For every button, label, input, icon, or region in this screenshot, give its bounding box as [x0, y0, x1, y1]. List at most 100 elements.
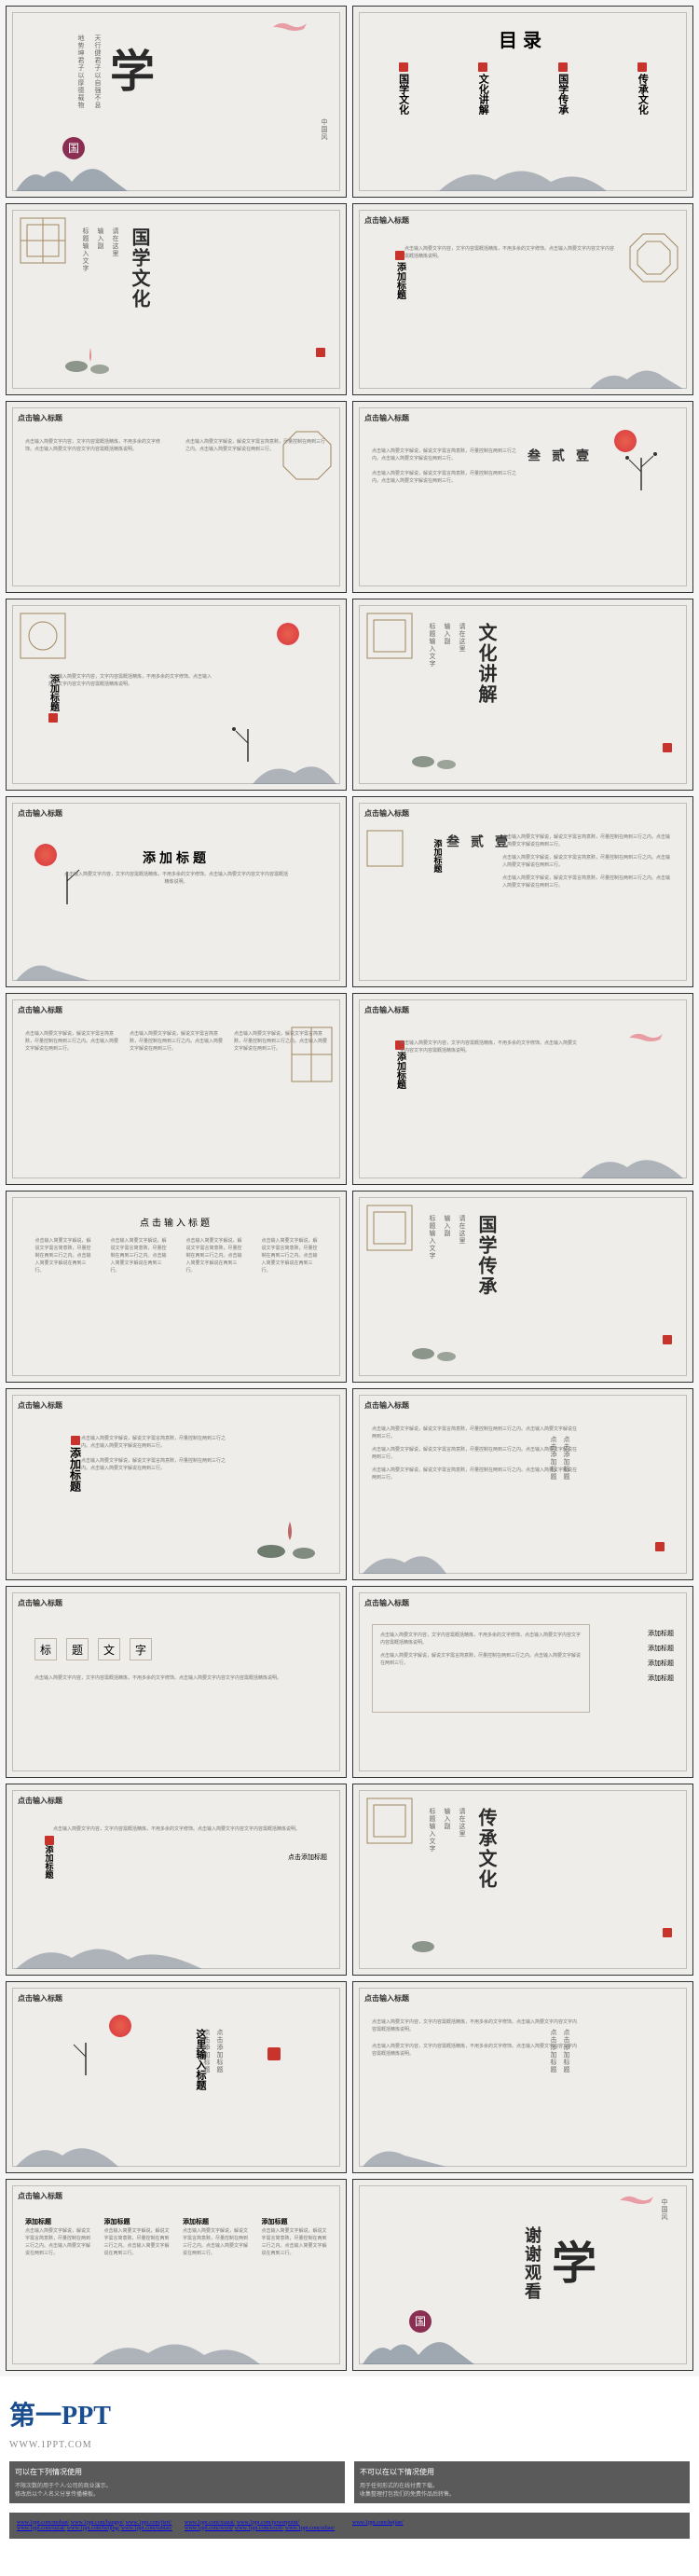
body-text: 点击输入简要文字解说，解说文字需言简意赅，尽量控制在两到三行之内。点击输入简要文…: [81, 1436, 234, 1451]
char-box: 题: [66, 1638, 89, 1660]
lattice-icon: [366, 1205, 413, 1251]
num: 贰: [547, 448, 566, 461]
section-sub: 输入副: [443, 1808, 452, 1830]
seal-icon: [663, 1928, 672, 1937]
slide-header: 点击输入标题: [364, 1400, 681, 1411]
crane-icon: [627, 1026, 665, 1050]
mountain-icon: [16, 944, 90, 981]
slide-content: 点击输入标题 添加标题 点击输入简要文字内容，文字内容需概括精炼，不用多余的文字…: [352, 203, 693, 395]
slide-header: 点击输入标题: [18, 1993, 335, 2004]
footer-url: WWW.1PPT.COM: [9, 2440, 690, 2450]
slide-content: 点击输入标题 点击输入简要文字内容，文字内容需概括精炼，不用多余的文字修饰。点击…: [352, 1586, 693, 1778]
lattice-icon: [291, 1026, 333, 1082]
lattice-icon: [20, 217, 66, 264]
seal-icon: [637, 62, 647, 72]
slide-content: 点击输入标题 添加标题 叁 贰 壹 点击输入简要文字解说，解说文字需言简意赅，尽…: [352, 796, 693, 988]
slide-content: 点击输入标题 添加标题点击输入简要文字解说，解说文字需言简意赅，尽量控制在两到三…: [6, 2179, 347, 2371]
lattice-icon: [20, 613, 66, 659]
mountain-icon: [253, 747, 336, 784]
seal-icon: [395, 251, 404, 260]
slide-content: 点击输入标题 标 题 文 字 点击输入简要文字内容，文字内容需概括精炼，不用多余…: [6, 1586, 347, 1778]
body-text: 点击输入简要文字内容，文字内容需概括精炼，不用多余的文字修饰。点击输入简要文字内…: [380, 1632, 582, 1647]
footer: 第一PPT WWW.1PPT.COM 可以在下列情况使用 不限次数的用于个人/公…: [0, 2376, 699, 2576]
slide-grid: 地势坤君子以厚德载物 天行健君子以自强不息 学 中国风 国 目录 国学文化 文化…: [0, 0, 699, 2376]
slide-content: 点击输入标题 添加标题 点击输入简要文字内容，文字内容需概括精炼，不用多余的文字…: [6, 1784, 347, 1976]
tree-icon: [62, 2033, 109, 2075]
footer-link[interactable]: www.1ppt.com/tubiao/: [121, 2526, 172, 2531]
section-sub: 请在这里: [458, 1808, 467, 1838]
body-text: 点击输入简要文字解说，解说文字需言简意赅，尽量控制在两到三行之内。点击输入简要文…: [25, 1031, 118, 1054]
toc-item: 国学传承: [533, 62, 593, 115]
section-title: 国学文化: [126, 227, 153, 310]
body-text: 点击输入简要文字解说，解说文字需言简意赅，尽量控制在两到三行之内。点击输入简要文…: [81, 1458, 234, 1473]
slide-header: 点击输入标题: [18, 1796, 335, 1806]
section-title: 传承文化: [473, 1808, 500, 1890]
num: 叁: [442, 834, 460, 847]
seal-icon: [267, 2047, 281, 2060]
body-text: 点击输入简要文字解说，解说文字需言简意赅，尽量控制在两到三行之内。点击输入简要文…: [183, 2228, 249, 2258]
octagon-icon: [281, 430, 333, 481]
body-text: 点击输入简要文字解说，解说文字需言简意赅，尽量控制在两到三行之内。点击输入简要文…: [380, 1653, 582, 1668]
slide-title: 地势坤君子以厚德载物 天行健君子以自强不息 学 中国风 国: [6, 6, 347, 198]
slide-section-d: 标题输入文字 输入副 请在这里 传承文化: [352, 1784, 693, 1976]
mountain-icon: [16, 2129, 118, 2167]
slide-section-c: 标题输入文字 输入副 请在这里 国学传承: [352, 1191, 693, 1383]
seal-icon: [558, 62, 568, 72]
toc-title: 目录: [499, 25, 547, 52]
body-text: 点击输入简要文字内容，文字内容需概括精炼，不用多余的文字修饰。点击输入简要文字内…: [404, 246, 618, 261]
slide-section-a: 标题输入文字 输入副 请在这里 国学文化: [6, 203, 347, 395]
slide-header: 点击输入标题: [18, 1005, 335, 1015]
body-text: 点击输入简要文字解说，解说文字需言简意赅，尽量控制在两到三行之内。点击输入简要文…: [25, 2228, 91, 2258]
body-text: 点击输入简要文字内容，文字内容需概括精炼，不用多余的文字修饰。点击输入简要文字内…: [25, 439, 167, 454]
crane-icon: [618, 2189, 655, 2212]
seal-icon: [663, 1335, 672, 1344]
num: 壹: [571, 448, 590, 461]
slide-header: 点击输入标题: [364, 1993, 681, 2004]
thanks: 谢谢观看: [520, 2226, 544, 2301]
footer-not-allowed: 不可以在以下情况使用 用于任何形式的在线付费下载。 收集整理打包我们的免费作品后…: [354, 2461, 690, 2503]
seal-icon: [478, 62, 487, 72]
end-big-char: 学: [552, 2226, 596, 2292]
mountain-icon: [363, 2327, 474, 2364]
sub: 点击添加标题: [549, 1436, 558, 1481]
char-box: 文: [98, 1638, 120, 1660]
footer-link[interactable]: www.1ppt.com/sucai/: [17, 2526, 65, 2531]
octagon-icon: [628, 232, 679, 283]
tree-icon: [618, 448, 665, 490]
body-text: 点击输入简要文字解说，解说文字需言简意赅，尽量控制在两到三行之内。点击输入简要文…: [502, 834, 674, 849]
add-title: 添加标题: [393, 262, 407, 299]
mountain-icon: [16, 1932, 202, 1969]
toc-item: 传承文化: [612, 62, 672, 115]
footer-links: www.1ppt.com/moban/ www.1ppt.com/hangye/…: [9, 2513, 690, 2539]
body-text: 点击输入简要文字内容，文字内容需概括精炼，不用多余的文字修饰。点击输入简要文字内…: [53, 1826, 327, 1834]
slide-section-b: 标题输入文字 输入副 请在这里 文化讲解: [352, 599, 693, 791]
body-text: 点击输入简要文字内容，文字内容需概括精炼，不用多余的文字修饰。点击输入简要文字内…: [400, 1040, 581, 1055]
seal-icon: [655, 1542, 665, 1551]
motto-1: 天行健君子以自强不息: [93, 34, 103, 109]
footer-link[interactable]: www.1ppt.com/beijing/: [67, 2526, 120, 2531]
sub: 点击添加标题: [562, 2029, 571, 2073]
footer-link[interactable]: www.1ppt.com/excel/: [235, 2526, 284, 2531]
slide-content: 点击输入标题 点击输入简要文字内容，文字内容需概括精炼，不用多余的文字修饰。点击…: [6, 401, 347, 593]
body-text: 点击输入简要文字解说，解说文字需言简意赅，尽量控制在两到三行之内。点击输入简要文…: [502, 855, 674, 870]
lattice-icon: [366, 830, 404, 867]
slide-content: 点击输入标题 添加标题 点击输入简要文字内容，文字内容需概括精炼，不用多余的文字…: [6, 796, 347, 988]
footer-link[interactable]: www.1ppt.com/kejian/: [352, 2520, 404, 2526]
mountain-icon: [581, 1141, 683, 1178]
slide-content: 点击输入标题 点击输入简要文字解说，解说文字需言简意赅，尽量控制在两到三行之内。…: [6, 993, 347, 1185]
footer-link[interactable]: www.1ppt.com/ziliao/: [285, 2526, 335, 2531]
add-title: 添加标题: [393, 1052, 407, 1089]
seal-icon: [399, 62, 408, 72]
section-sub: 输入副: [443, 1215, 452, 1237]
sub: 点击添加标题: [202, 2029, 212, 2073]
motto-2: 地势坤君子以厚德载物: [76, 34, 86, 109]
slide-content: 添加标题 点击输入简要文字内容，文字内容需概括精炼，不用多余的文字修饰。点击输入…: [6, 599, 347, 791]
lotus-icon: [409, 1330, 465, 1363]
mountain-icon: [439, 154, 607, 191]
footer-link[interactable]: www.1ppt.com/word/: [185, 2526, 233, 2531]
slide-header: 点击输入标题: [364, 1005, 681, 1015]
seal-icon: [48, 713, 58, 723]
slide-header: 点击输入标题: [18, 2191, 335, 2201]
mountain-icon: [16, 154, 128, 191]
lotus-icon: [409, 1923, 465, 1956]
